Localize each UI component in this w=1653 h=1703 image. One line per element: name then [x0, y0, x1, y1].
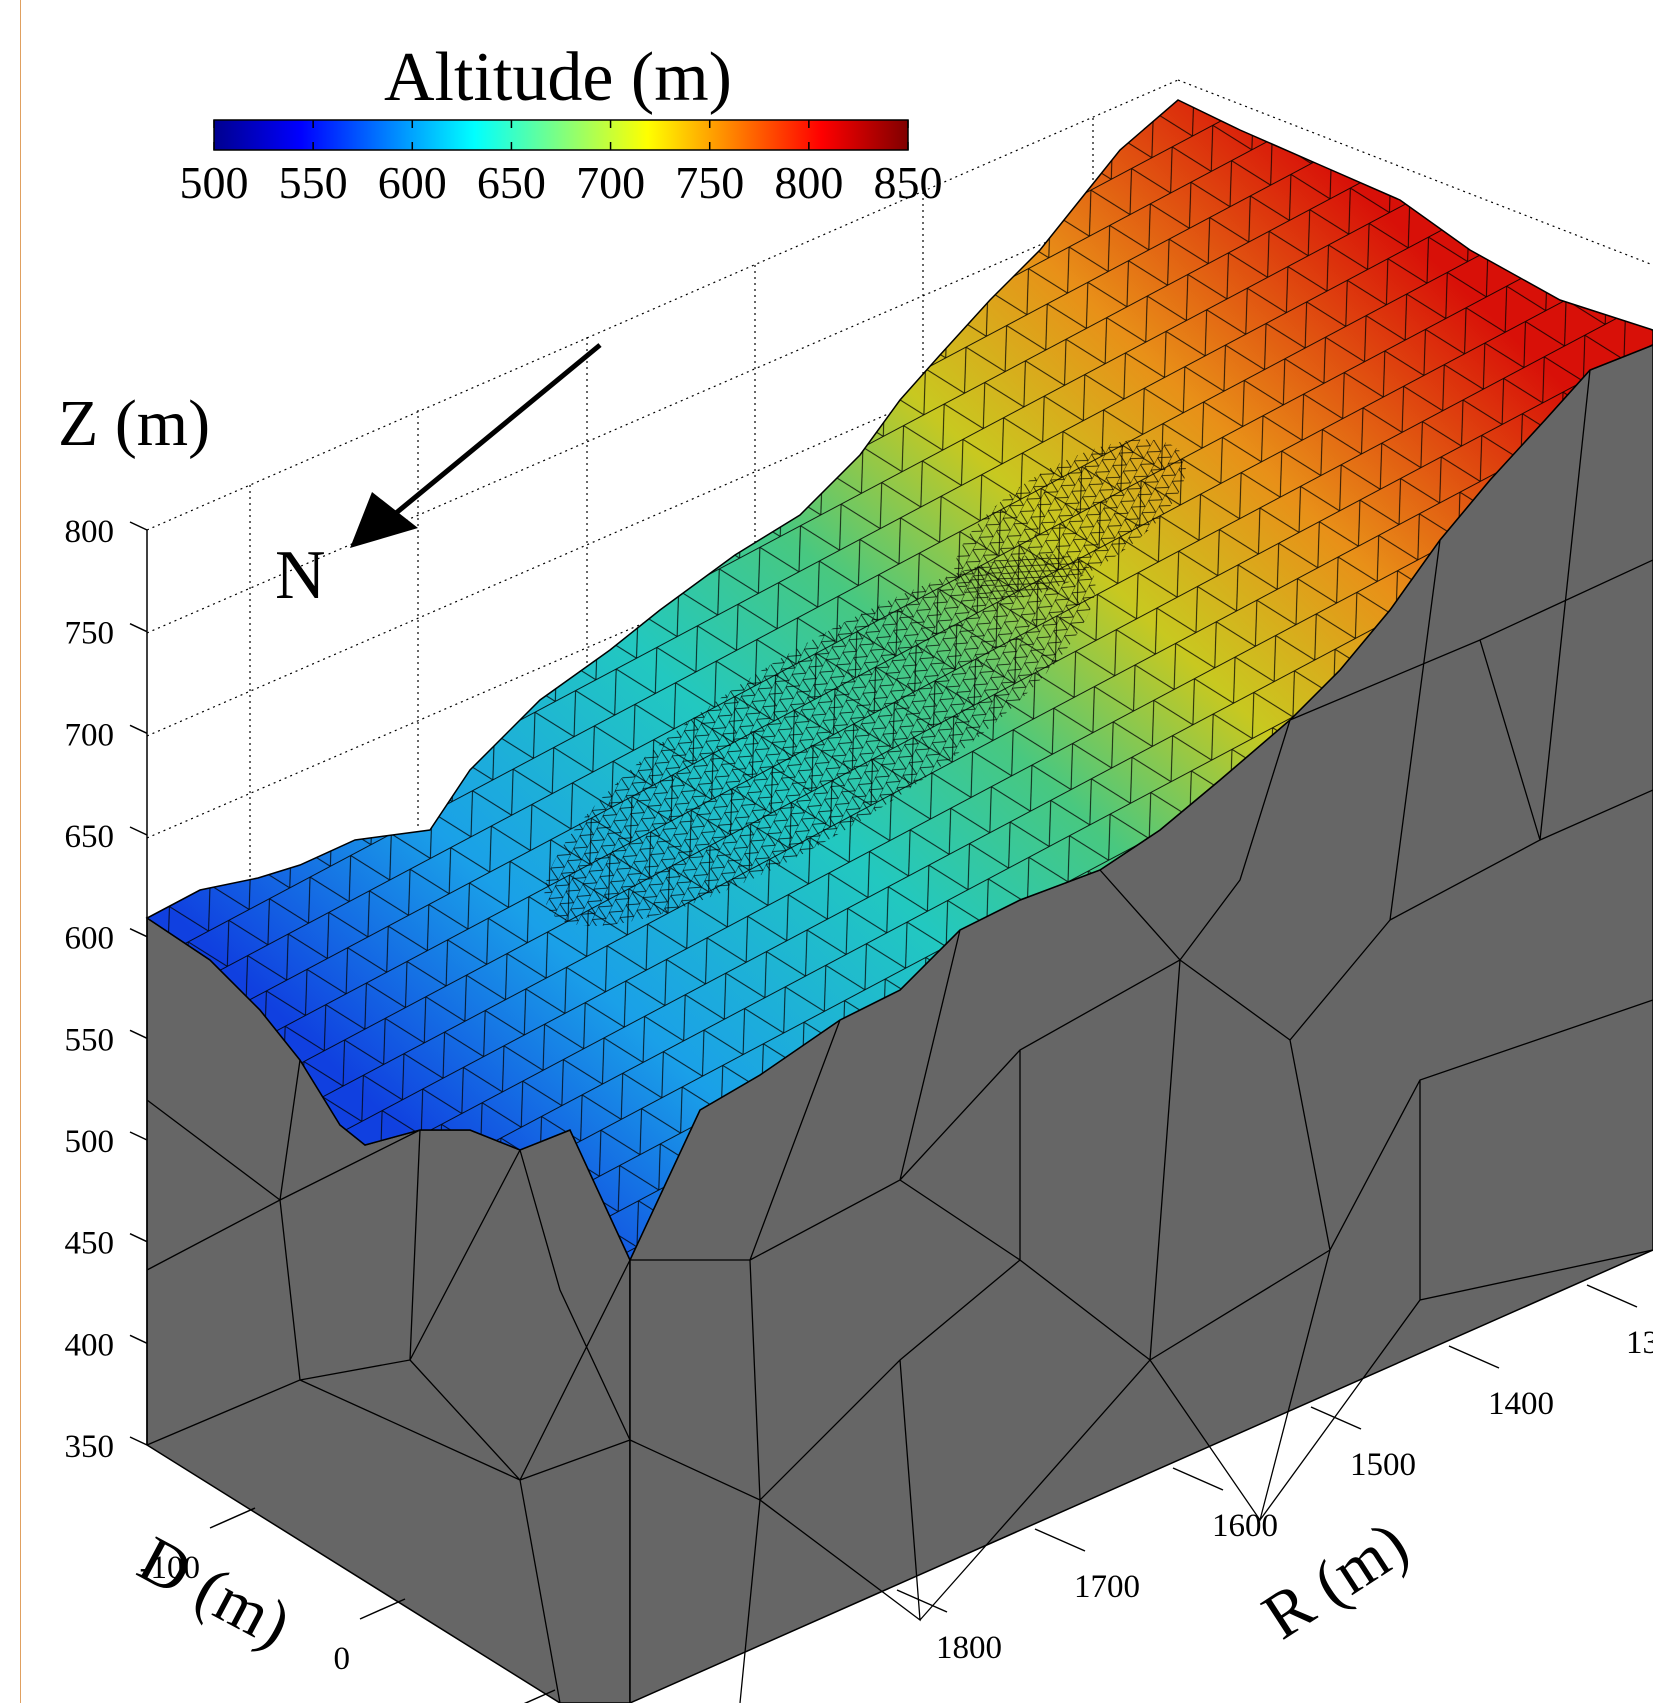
- z-tick-mark: [129, 724, 148, 735]
- r-tick-label: 1500: [1350, 1447, 1416, 1483]
- z-tick-mark: [129, 1436, 148, 1446]
- z-tick-label: 700: [65, 717, 115, 753]
- z-tick-mark: [129, 521, 148, 531]
- z-tick-mark: [129, 826, 148, 836]
- r-tick-mark: [1034, 1528, 1086, 1552]
- z-tick-label: 400: [65, 1327, 115, 1363]
- z-tick-label: 800: [65, 514, 115, 550]
- r-tick-label: 1300: [1626, 1325, 1653, 1361]
- r-tick-mark: [1172, 1467, 1224, 1491]
- z-axis-ticks: 350 400 450 500 550 600 650 700 750 800: [65, 514, 148, 1465]
- z-tick-mark: [129, 622, 148, 633]
- colorbar: Altitude (m) 500 550 600 650 700 750 800 850: [180, 39, 943, 208]
- z-tick-label: 350: [65, 1429, 115, 1465]
- r-tick-mark: [896, 1589, 948, 1613]
- d-axis-ticks: -1000100: [140, 1507, 556, 1703]
- r-axis-ticks: 1300 1400 1500 1600 1700 1800: [896, 1284, 1653, 1666]
- colorbar-ticks: 500 550 600 650 700 750 800 850: [180, 120, 943, 208]
- colorbar-tick-label: 850: [874, 157, 943, 208]
- colorbar-gradient: [213, 119, 909, 151]
- z-tick-label: 500: [65, 1124, 115, 1160]
- d-tick-mark: [359, 1598, 406, 1620]
- colorbar-tick-label: 800: [774, 157, 843, 208]
- r-tick-mark: [1448, 1345, 1500, 1369]
- figure-border-line: [20, 0, 21, 1703]
- north-arrow-label: N: [275, 537, 326, 614]
- z-tick-mark: [129, 927, 148, 938]
- z-axis-label: Z (m): [58, 387, 210, 460]
- colorbar-tick-label: 550: [279, 157, 348, 208]
- r-tick-mark: [1586, 1284, 1638, 1308]
- d-tick-label: -100: [140, 1550, 201, 1586]
- north-arrow: N: [275, 343, 602, 614]
- d-tick-mark: [523, 1689, 556, 1703]
- r-tick-label: 1600: [1212, 1508, 1278, 1544]
- d-axis-label: D (m): [127, 1522, 302, 1661]
- z-tick-label: 550: [65, 1022, 115, 1058]
- r-tick-mark: [1310, 1406, 1362, 1430]
- r-tick-label: 1400: [1488, 1386, 1554, 1422]
- side-mesh: [146, 369, 1653, 1703]
- r-tick-label: 1800: [936, 1630, 1002, 1666]
- z-tick-mark: [129, 1232, 148, 1243]
- z-tick-mark: [129, 1334, 148, 1345]
- z-tick-label: 450: [65, 1226, 115, 1262]
- z-tick-mark: [129, 1029, 148, 1040]
- colorbar-tick-label: 700: [576, 157, 645, 208]
- north-arrow-head-icon: [350, 492, 418, 548]
- z-tick-label: 750: [65, 616, 115, 652]
- z-tick-mark: [129, 1131, 148, 1141]
- colorbar-tick-label: 500: [180, 157, 249, 208]
- north-arrow-line: [388, 343, 602, 520]
- colorbar-tick-label: 750: [675, 157, 744, 208]
- z-tick-label: 600: [65, 921, 115, 957]
- z-tick-label: 650: [65, 819, 115, 855]
- colorbar-tick-label: 650: [477, 157, 546, 208]
- colorbar-tick-label: 600: [378, 157, 447, 208]
- d-tick-label: 0: [334, 1641, 351, 1677]
- colorbar-label: Altitude (m): [384, 39, 732, 116]
- r-tick-label: 1700: [1074, 1569, 1140, 1605]
- d-tick-mark: [209, 1507, 256, 1529]
